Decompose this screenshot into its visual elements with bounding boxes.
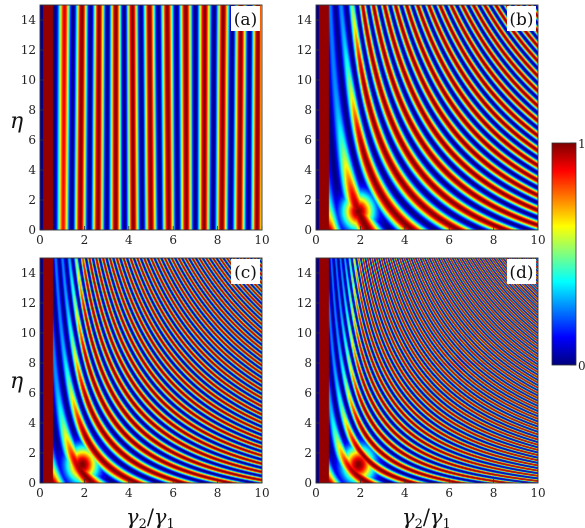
y-tick-label: 12 bbox=[21, 43, 36, 57]
colorbar-min-label: 0 bbox=[578, 359, 585, 373]
x-tick-label: 10 bbox=[530, 486, 545, 500]
y-axis-label-top: η bbox=[10, 109, 23, 134]
heatmap-panel-2: 0 2 4 6 8 10 0 2 4 6 8 10 12 14 (b) bbox=[297, 4, 546, 247]
panel-label-box bbox=[507, 259, 536, 284]
x-tick-label: 8 bbox=[490, 233, 498, 247]
y-tick-label: 0 bbox=[28, 476, 36, 490]
y-tick-label: 8 bbox=[304, 356, 312, 370]
x-axis-label-right: γ2/γ1 bbox=[402, 505, 451, 528]
y-tick-label: 2 bbox=[304, 446, 312, 460]
y-tick-label: 4 bbox=[28, 163, 36, 177]
panel-label-box bbox=[231, 6, 260, 31]
panel-label: (d) bbox=[509, 263, 533, 283]
panel-label: (a) bbox=[234, 10, 257, 30]
x-tick-label: 8 bbox=[214, 486, 222, 500]
panel-label: (c) bbox=[234, 263, 257, 283]
y-tick-label: 4 bbox=[304, 416, 312, 430]
x-tick-label: 2 bbox=[81, 233, 89, 247]
heatmap-image-3 bbox=[40, 258, 262, 483]
panel-frame bbox=[315, 257, 539, 484]
x-tick-label: 4 bbox=[401, 233, 409, 247]
y-tick-label: 4 bbox=[28, 416, 36, 430]
y-tick-label: 4 bbox=[304, 163, 312, 177]
panel-frame bbox=[39, 257, 263, 484]
x-tick-label: 6 bbox=[169, 486, 177, 500]
panel-frame bbox=[39, 4, 263, 231]
x-tick-label: 2 bbox=[357, 486, 365, 500]
y-tick-label: 6 bbox=[304, 386, 312, 400]
y-tick-label: 6 bbox=[28, 133, 36, 147]
heatmap-image-1 bbox=[40, 5, 262, 230]
y-tick-label: 8 bbox=[28, 103, 36, 117]
y-tick-label: 14 bbox=[21, 266, 37, 280]
x-tick-label: 0 bbox=[312, 233, 320, 247]
panel-frame bbox=[315, 4, 539, 231]
heatmap-panel-1: 0 2 4 6 8 10 0 2 4 6 8 10 12 14 (a) bbox=[21, 4, 270, 247]
y-tick-label: 14 bbox=[21, 13, 37, 27]
y-axis-label-bottom: η bbox=[10, 369, 23, 394]
y-tick-label: 10 bbox=[21, 73, 36, 87]
y-tick-label: 8 bbox=[28, 356, 36, 370]
y-tick-label: 10 bbox=[297, 326, 312, 340]
x-tick-label: 0 bbox=[312, 486, 320, 500]
y-tick-label: 0 bbox=[304, 223, 312, 237]
y-tick-label: 2 bbox=[28, 193, 36, 207]
y-tick-label: 2 bbox=[304, 193, 312, 207]
y-tick-label: 12 bbox=[297, 296, 312, 310]
x-tick-label: 0 bbox=[36, 486, 44, 500]
x-tick-label: 10 bbox=[254, 486, 269, 500]
panel-label-box bbox=[231, 259, 260, 284]
heatmap-panel-4: 0 2 4 6 8 10 0 2 4 6 8 10 12 14 (d) bbox=[297, 257, 546, 500]
y-tick-label: 14 bbox=[297, 13, 313, 27]
colorbar bbox=[551, 142, 577, 366]
x-tick-label: 4 bbox=[401, 486, 409, 500]
panel-label: (b) bbox=[509, 10, 533, 30]
y-tick-label: 14 bbox=[297, 266, 313, 280]
y-tick-label: 8 bbox=[304, 103, 312, 117]
y-tick-label: 2 bbox=[28, 446, 36, 460]
y-tick-label: 10 bbox=[297, 73, 312, 87]
colorbar-max-label: 1 bbox=[578, 137, 585, 151]
x-tick-label: 4 bbox=[125, 233, 133, 247]
x-tick-label: 6 bbox=[445, 233, 453, 247]
x-tick-label: 8 bbox=[490, 486, 498, 500]
x-tick-label: 10 bbox=[530, 233, 545, 247]
x-tick-label: 2 bbox=[81, 486, 89, 500]
panel-label-box bbox=[507, 6, 536, 31]
y-tick-label: 0 bbox=[28, 223, 36, 237]
x-tick-label: 2 bbox=[357, 233, 365, 247]
heatmap-panel-3: 0 2 4 6 8 10 0 2 4 6 8 10 12 14 (c) bbox=[21, 257, 270, 500]
x-tick-label: 4 bbox=[125, 486, 133, 500]
heatmap-image-2 bbox=[316, 5, 538, 230]
x-tick-label: 6 bbox=[169, 233, 177, 247]
x-axis-label-left: γ2/γ1 bbox=[126, 505, 175, 528]
x-tick-label: 10 bbox=[254, 233, 269, 247]
y-tick-label: 6 bbox=[304, 133, 312, 147]
y-tick-label: 10 bbox=[21, 326, 36, 340]
y-tick-label: 0 bbox=[304, 476, 312, 490]
x-tick-label: 6 bbox=[445, 486, 453, 500]
heatmap-image-4 bbox=[316, 258, 538, 483]
svg-text:γ2/γ1: γ2/γ1 bbox=[402, 505, 451, 528]
svg-text:γ2/γ1: γ2/γ1 bbox=[126, 505, 175, 528]
x-tick-label: 0 bbox=[36, 233, 44, 247]
y-tick-label: 12 bbox=[21, 296, 36, 310]
x-tick-label: 8 bbox=[214, 233, 222, 247]
y-tick-label: 12 bbox=[297, 43, 312, 57]
y-tick-label: 6 bbox=[28, 386, 36, 400]
